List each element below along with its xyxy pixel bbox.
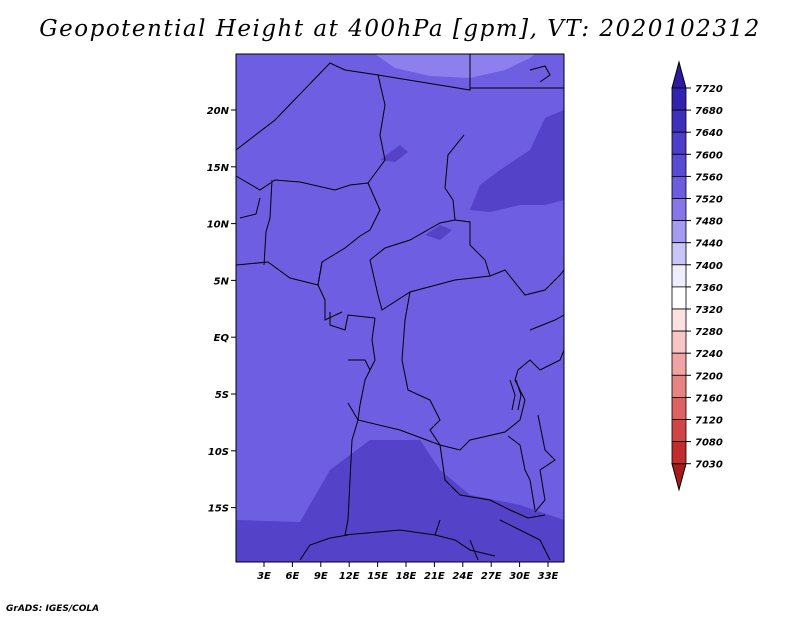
- colorbar-label: 7600: [695, 150, 723, 161]
- lon-label: 6E: [286, 571, 300, 582]
- lon-label: 30E: [509, 571, 530, 582]
- height-contour-car: [425, 225, 452, 240]
- colorbar-segment: [671, 220, 687, 244]
- lat-label: 5N: [214, 276, 230, 287]
- lon-label: 33E: [538, 571, 559, 582]
- colorbar-segment: [671, 308, 687, 332]
- lat-label: EQ: [214, 333, 230, 344]
- colorbar-segment: [671, 396, 687, 420]
- colorbar-segment: [671, 198, 687, 222]
- map-frame: [235, 53, 565, 563]
- colorbar-label: 7280: [695, 327, 723, 338]
- chart-title: Geopotential Height at 400hPa [gpm], VT:…: [39, 16, 761, 42]
- colorbar-segment: [671, 87, 687, 111]
- colorbar-top-arrow: [671, 60, 687, 89]
- colorbar-segment: [671, 242, 687, 266]
- lon-label: 27E: [481, 571, 502, 582]
- colorbar-label: 7160: [695, 393, 723, 404]
- colorbar-segment: [671, 330, 687, 354]
- colorbar-label: 7400: [695, 261, 723, 272]
- latitude-axis: 20N 15N 10N 5N EQ 5S 10S 15S: [207, 106, 236, 515]
- colorbar-label: 7680: [695, 106, 723, 117]
- lon-label: 15E: [367, 571, 388, 582]
- lon-label: 24E: [452, 571, 473, 582]
- colorbar-label: 7320: [695, 305, 723, 316]
- colorbar-label: 7360: [695, 283, 723, 294]
- colorbar-label: 7200: [695, 371, 723, 382]
- colorbar-label: 7640: [695, 128, 723, 139]
- colorbar: 7720 7680 7640 7600 7560 7520 7480 7440 7400 7360…: [671, 60, 723, 492]
- country-borders: [235, 54, 565, 561]
- colorbar-label: 7560: [695, 172, 723, 183]
- colorbar-label: 7480: [695, 217, 723, 228]
- colorbar-segment: [671, 419, 687, 443]
- colorbar-label: 7720: [695, 84, 723, 95]
- colorbar-segment: [671, 352, 687, 376]
- credit-label: GrADS: IGES/COLA: [6, 604, 100, 614]
- colorbar-segment: [671, 109, 687, 133]
- colorbar-segment: [671, 131, 687, 155]
- colorbar-segment: [671, 175, 687, 199]
- lat-label: 15S: [208, 504, 229, 515]
- height-contour-chad: [380, 145, 408, 162]
- colorbar-segment: [671, 374, 687, 398]
- colorbar-label: 7240: [695, 349, 723, 360]
- colorbar-label: 7030: [695, 460, 723, 471]
- colorbar-label: 7120: [695, 416, 723, 427]
- lon-label: 21E: [424, 571, 445, 582]
- height-contour-north: [375, 54, 535, 78]
- colorbar-label: 7520: [695, 195, 723, 206]
- lon-label: 18E: [396, 571, 417, 582]
- colorbar-segment: [671, 286, 687, 310]
- colorbar-label: 7440: [695, 239, 723, 250]
- colorbar-segment: [671, 153, 687, 177]
- lat-label: 10N: [207, 220, 230, 231]
- colorbar-segment: [671, 264, 687, 288]
- colorbar-label: 7080: [695, 438, 723, 449]
- lon-label: 3E: [257, 571, 271, 582]
- lat-label: 20N: [207, 106, 230, 117]
- lon-label: 9E: [314, 571, 328, 582]
- height-contour-east: [470, 110, 564, 212]
- height-contour-south: [236, 440, 564, 562]
- colorbar-segment: [671, 441, 687, 465]
- lon-label: 12E: [339, 571, 360, 582]
- colorbar-bottom-arrow: [671, 463, 687, 492]
- map-panel: 20N 15N 10N 5N EQ 5S 10S 15S 3E 6E 9E 12E 15E 18E 21E…: [207, 53, 565, 582]
- lat-label: 5S: [215, 390, 229, 401]
- longitude-axis: 3E 6E 9E 12E 15E 18E 21E 24E 27E 30E 33E: [257, 562, 559, 582]
- lat-label: 15N: [207, 163, 230, 174]
- lat-label: 10S: [208, 447, 229, 458]
